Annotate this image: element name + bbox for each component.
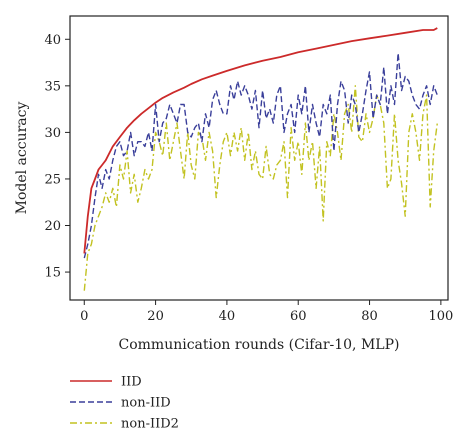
y-tick-label: 30 bbox=[44, 126, 61, 141]
series-line-non-iid bbox=[83, 52, 438, 259]
legend-label-non-iid2: non-IID2 bbox=[121, 417, 179, 432]
x-tick-label: 100 bbox=[428, 309, 453, 324]
y-tick-label: 15 bbox=[44, 266, 61, 281]
y-tick-label: 40 bbox=[44, 33, 61, 48]
series-layer bbox=[83, 27, 438, 291]
series-line-iid bbox=[83, 27, 438, 254]
x-axis-label: Communication rounds (Cifar-10, MLP) bbox=[119, 337, 400, 353]
x-tick-label: 0 bbox=[80, 309, 88, 324]
x-tick-label: 40 bbox=[219, 309, 236, 324]
y-tick-label: 25 bbox=[44, 172, 61, 187]
legend-label-iid: IID bbox=[121, 375, 142, 390]
x-tick-label: 80 bbox=[361, 309, 378, 324]
y-tick-label: 35 bbox=[44, 79, 61, 94]
x-tick-label: 20 bbox=[147, 309, 164, 324]
legend-label-non-iid: non-IID bbox=[121, 396, 171, 411]
plot-area-frame bbox=[69, 15, 449, 301]
y-tick-label: 20 bbox=[44, 219, 61, 234]
x-tick-label: 60 bbox=[290, 309, 307, 324]
legend: IID non-IID non-IID2 bbox=[70, 375, 179, 432]
series-line-non-iid2 bbox=[83, 85, 438, 291]
axis-layer: 0 20 40 60 80 100 15 20 25 30 35 40 bbox=[44, 33, 453, 324]
y-axis-label: Model accuracy bbox=[14, 102, 30, 215]
